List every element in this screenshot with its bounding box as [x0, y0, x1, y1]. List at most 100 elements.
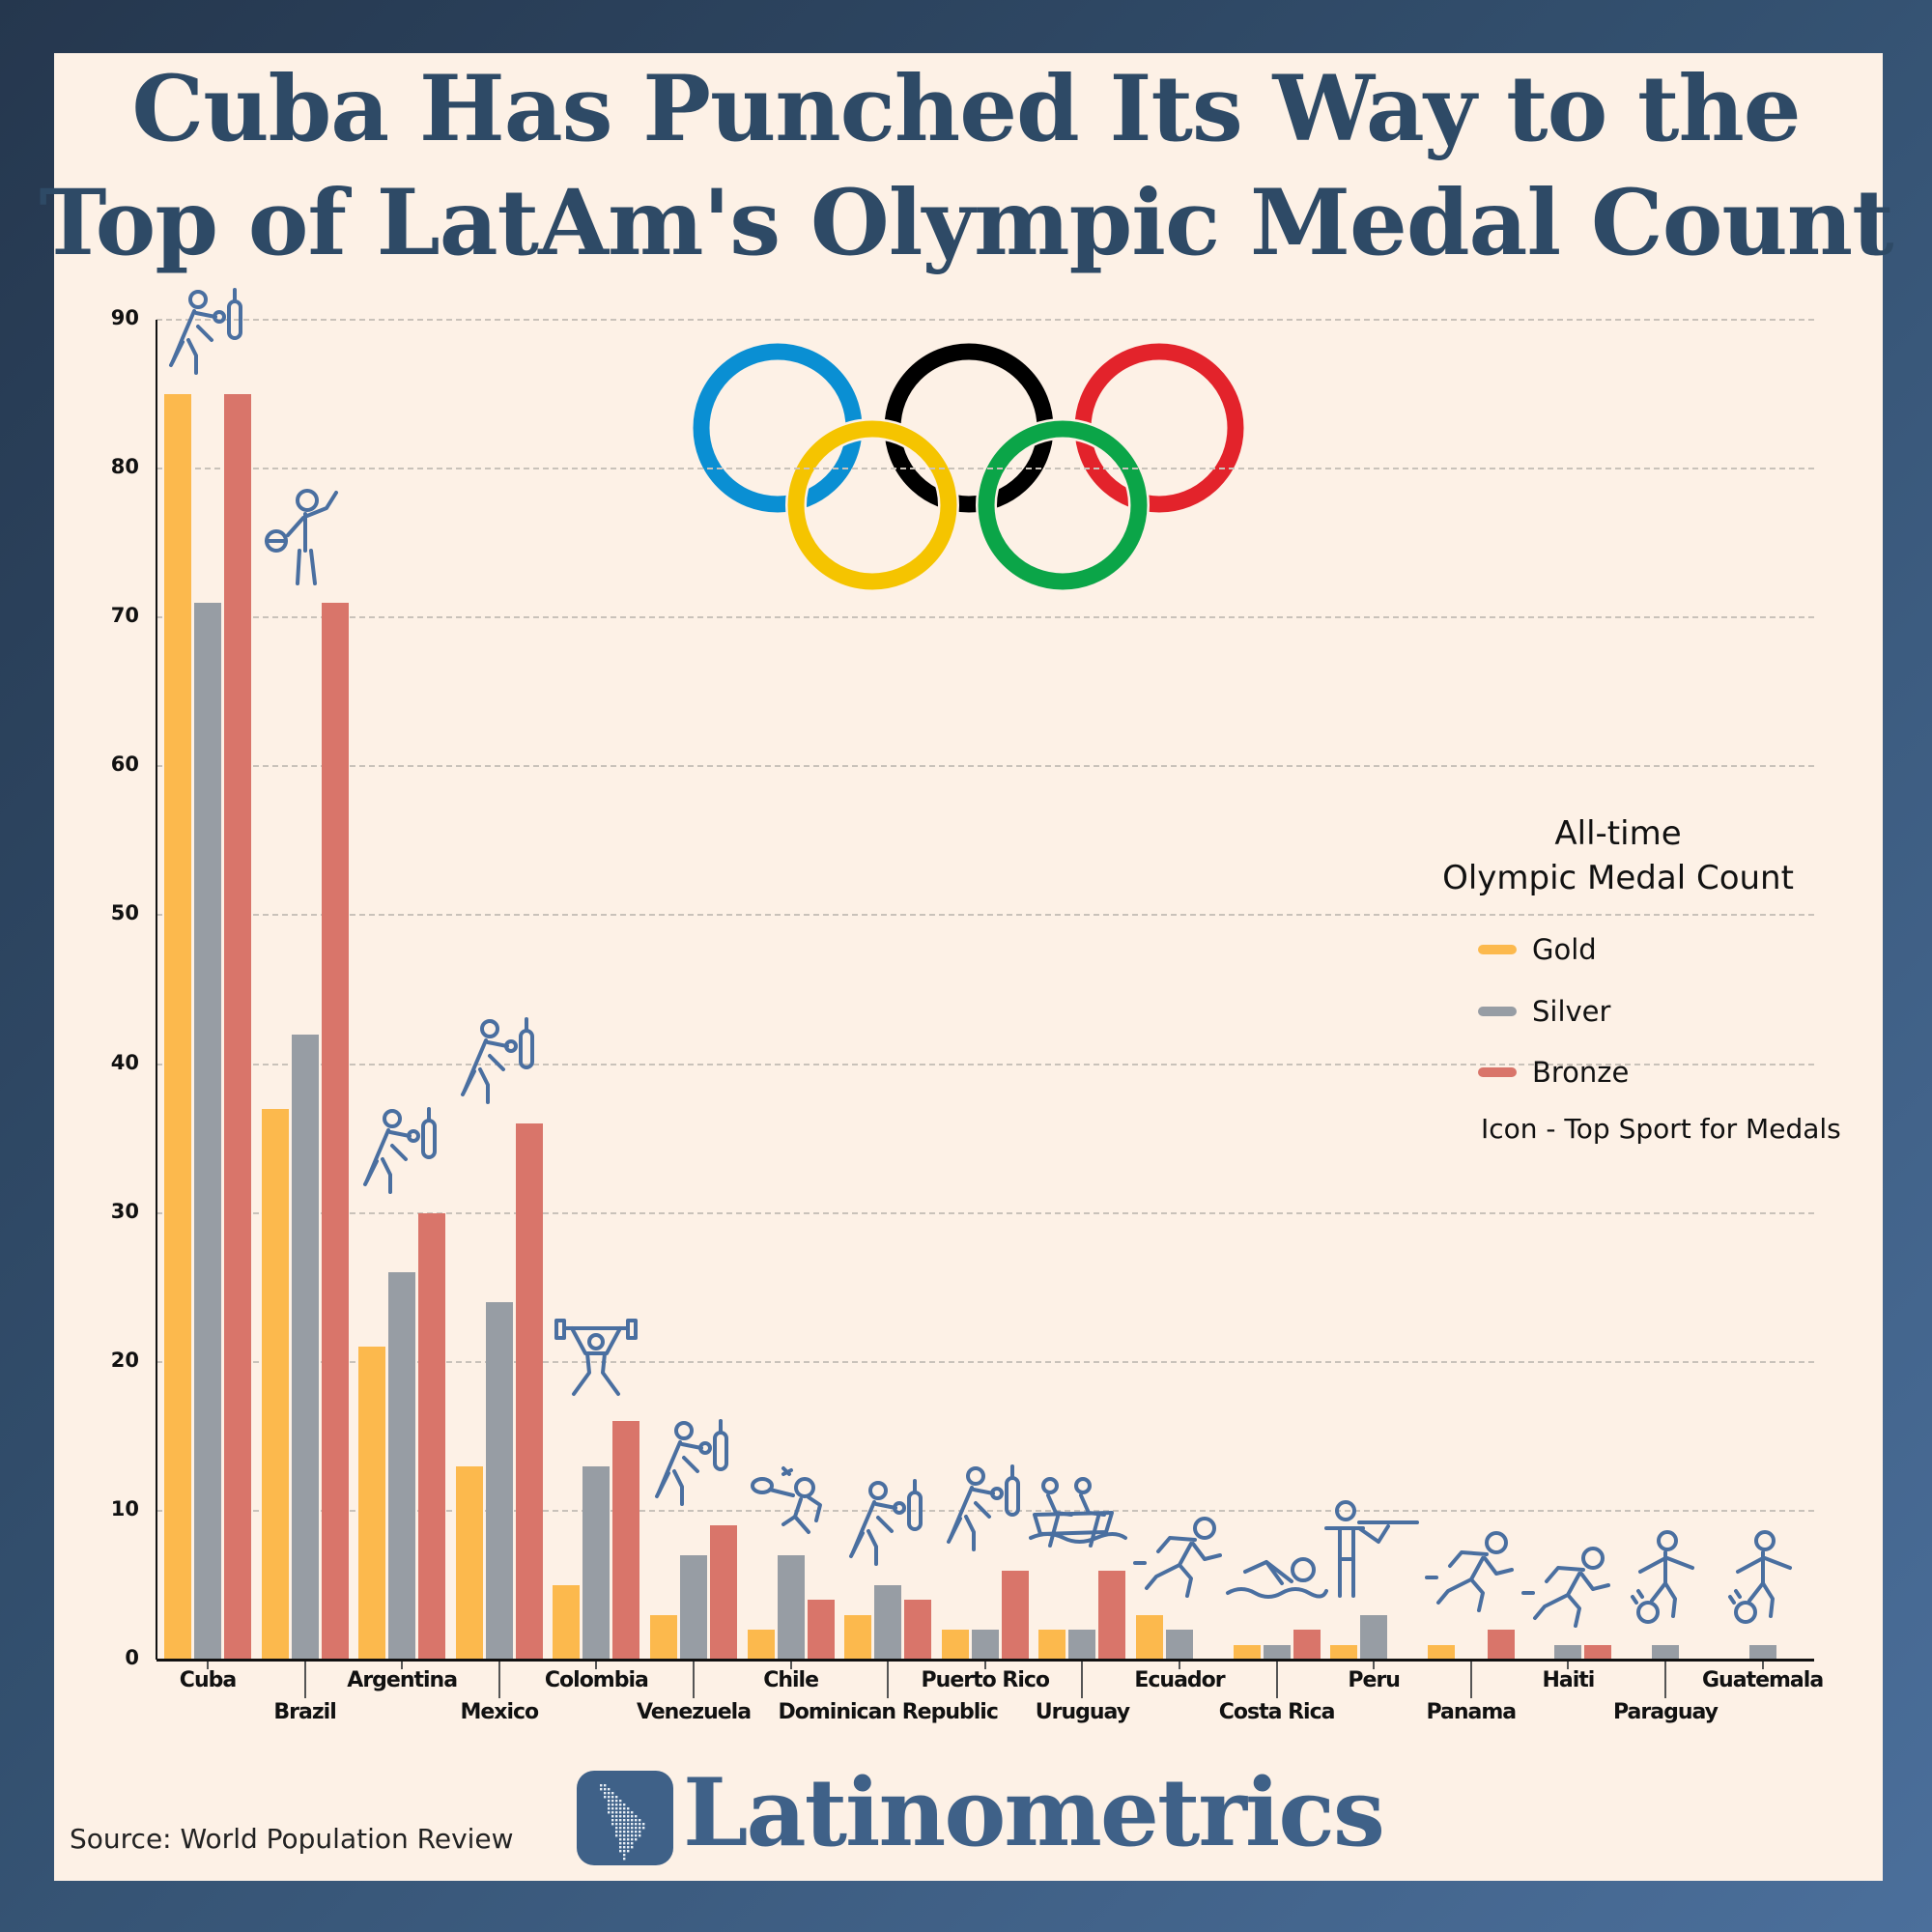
bar-silver[interactable]	[291, 1034, 319, 1660]
bar-bronze[interactable]	[224, 394, 251, 1660]
bar-silver[interactable]	[1360, 1614, 1388, 1660]
x-tick	[1179, 1660, 1180, 1669]
bar-gold[interactable]	[261, 1108, 289, 1660]
bar-silver[interactable]	[1263, 1644, 1291, 1660]
bar-bronze[interactable]	[807, 1600, 835, 1660]
y-tick-label: 10	[110, 1496, 139, 1520]
bar-silver[interactable]	[1652, 1644, 1679, 1660]
x-tick	[983, 1660, 986, 1669]
y-tick-label: 40	[110, 1050, 139, 1074]
x-tick	[1081, 1660, 1084, 1698]
legend-title-line-2: Olympic Medal Count	[1442, 859, 1794, 897]
x-tick-label: Chile	[763, 1668, 819, 1692]
rowing-icon	[1029, 1474, 1135, 1566]
y-tick-label: 90	[110, 306, 139, 329]
gridline	[156, 1360, 1814, 1363]
shooting-icon	[1321, 1499, 1427, 1610]
bar-silver[interactable]	[777, 1555, 805, 1660]
bar-silver[interactable]	[971, 1630, 999, 1660]
bar-gold[interactable]	[650, 1614, 677, 1660]
bar-silver[interactable]	[485, 1302, 513, 1660]
bar-silver[interactable]	[1554, 1644, 1582, 1660]
bar-bronze[interactable]	[1293, 1630, 1321, 1660]
y-tick-label: 60	[110, 753, 139, 777]
x-tick	[497, 1660, 500, 1698]
legend-label: Silver	[1532, 995, 1611, 1028]
y-tick-label: 30	[110, 1199, 139, 1223]
bar-silver[interactable]	[388, 1272, 416, 1660]
bar-gold[interactable]	[1136, 1614, 1163, 1660]
bar-bronze[interactable]	[1487, 1630, 1515, 1660]
bar-gold[interactable]	[455, 1465, 483, 1660]
legend-item-silver: Silver	[1478, 992, 1610, 1031]
bar-bronze[interactable]	[1584, 1644, 1612, 1660]
x-tick	[1373, 1660, 1376, 1669]
gridline	[156, 765, 1814, 768]
gridline	[156, 468, 1814, 470]
gridline	[156, 1063, 1814, 1065]
bar-gold[interactable]	[1330, 1644, 1358, 1660]
bar-bronze[interactable]	[418, 1212, 446, 1660]
boxing-icon	[161, 288, 254, 389]
bar-bronze[interactable]	[904, 1600, 932, 1660]
bar-bronze[interactable]	[515, 1123, 543, 1660]
y-tick-label: 70	[110, 604, 139, 628]
football-icon	[1724, 1529, 1802, 1640]
bar-gold[interactable]	[941, 1630, 969, 1660]
bar-silver[interactable]	[194, 602, 221, 1660]
x-tick	[1469, 1660, 1472, 1698]
y-tick-label: 20	[110, 1348, 139, 1372]
bar-silver[interactable]	[874, 1584, 902, 1660]
x-tick-label: Puerto Rico	[921, 1668, 1050, 1692]
boxing-icon	[355, 1106, 448, 1208]
x-tick-label: Mexico	[460, 1700, 539, 1724]
swimming-icon	[1224, 1543, 1330, 1625]
bar-gold[interactable]	[747, 1630, 775, 1660]
x-tick	[401, 1660, 404, 1669]
bar-silver[interactable]	[1166, 1630, 1193, 1660]
badminton-icon	[745, 1449, 838, 1550]
football-icon	[1627, 1529, 1704, 1640]
gridline	[156, 1211, 1814, 1214]
y-tick-label: 0	[125, 1646, 139, 1669]
legend-title: All-time Olympic Medal Count	[1352, 811, 1884, 900]
bar-gold[interactable]	[164, 394, 191, 1660]
x-tick	[1761, 1660, 1764, 1669]
x-tick-label: Brazil	[273, 1700, 336, 1724]
x-tick	[595, 1660, 598, 1669]
bar-gold[interactable]	[1427, 1644, 1455, 1660]
bar-bronze[interactable]	[1098, 1570, 1126, 1660]
bar-silver[interactable]	[1748, 1644, 1776, 1660]
bar-silver[interactable]	[680, 1555, 707, 1660]
x-tick-label: Guatemala	[1702, 1668, 1824, 1692]
bar-bronze[interactable]	[710, 1525, 737, 1660]
x-axis	[156, 1659, 1814, 1662]
bar-gold[interactable]	[1038, 1630, 1066, 1660]
x-tick	[207, 1660, 209, 1669]
bar-gold[interactable]	[553, 1584, 581, 1660]
legend-label: Gold	[1532, 933, 1597, 966]
bar-bronze[interactable]	[1001, 1570, 1029, 1660]
x-tick-label: Argentina	[347, 1668, 458, 1692]
bar-gold[interactable]	[844, 1614, 872, 1660]
bar-bronze[interactable]	[612, 1421, 640, 1660]
bar-bronze[interactable]	[321, 602, 349, 1660]
gold-swatch-icon	[1478, 945, 1517, 954]
bar-silver[interactable]	[582, 1465, 611, 1660]
basketball-icon	[259, 487, 352, 598]
bar-silver[interactable]	[1068, 1630, 1096, 1660]
legend-item-bronze: Bronze	[1478, 1053, 1629, 1092]
bar-gold[interactable]	[1233, 1644, 1261, 1660]
x-tick-label: Panama	[1426, 1700, 1517, 1724]
x-tick	[303, 1660, 306, 1698]
silver-swatch-icon	[1478, 1007, 1517, 1016]
legend-title-line-1: All-time	[1554, 814, 1682, 853]
chart-title-line-2: Top of LatAm's Olympic Medal Count	[39, 170, 1893, 276]
bronze-swatch-icon	[1478, 1067, 1517, 1077]
legend-item-gold: Gold	[1478, 930, 1597, 969]
source-note: Source: World Population Review	[70, 1823, 514, 1855]
bar-gold[interactable]	[358, 1347, 386, 1660]
x-tick-label: Paraguay	[1613, 1700, 1719, 1724]
